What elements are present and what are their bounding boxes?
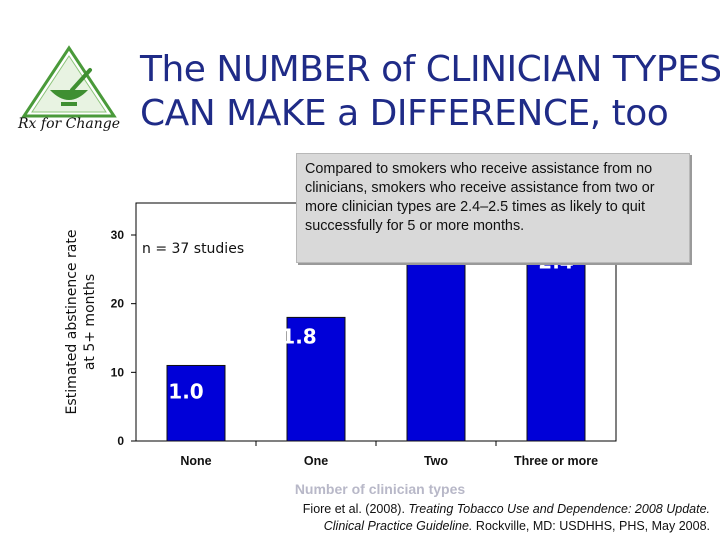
mortar-pestle-icon — [50, 90, 88, 100]
citation-line-1: Fiore et al. (2008). Treating Tobacco Us… — [303, 501, 710, 518]
citation: Fiore et al. (2008). Treating Tobacco Us… — [303, 501, 710, 535]
y-axis-label-line-2: at 5+ months — [82, 274, 98, 370]
citation-authors: Fiore et al. (2008). — [302, 502, 409, 516]
x-tick-label: Two — [424, 454, 448, 468]
bar-three-or-more — [526, 244, 586, 442]
logo-triangle-inner — [31, 55, 107, 113]
bar-value-label: 1.0 — [168, 379, 203, 403]
y-tick-label: 0 — [117, 434, 124, 448]
slide-title: The NUMBER of CLINICIAN TYPES CAN MAKE a… — [140, 48, 720, 136]
callout-box: Compared to smokers who receive assistan… — [296, 153, 690, 263]
logo-caption: Rx for Change — [17, 116, 120, 132]
pestle-icon — [70, 68, 92, 92]
y-axis: 0 10 20 30 — [111, 228, 136, 448]
bar-none — [166, 364, 226, 442]
x-tick-label: One — [304, 454, 328, 468]
y-axis-label-line-1: Estimated abstinence rate — [64, 230, 80, 415]
x-tick-label: None — [180, 454, 211, 468]
slide-title-line-1: The NUMBER of CLINICIAN TYPES — [140, 49, 720, 90]
citation-title: Treating Tobacco Use and Dependence: 200… — [408, 502, 710, 516]
bars: 1.01.82.52.4 — [166, 231, 586, 442]
bar-value-label: 1.8 — [281, 324, 316, 348]
y-tick-label: 10 — [111, 365, 125, 379]
rx-for-change-logo: Rx for Change — [17, 45, 120, 132]
sample-size-annotation: n = 37 studies — [142, 241, 244, 257]
bar-one — [286, 316, 346, 442]
slide-title-line-2: CAN MAKE a DIFFERENCE, too — [140, 93, 669, 134]
citation-guideline: Clinical Practice Guideline. — [323, 519, 473, 533]
y-tick-label: 20 — [111, 297, 125, 311]
y-tick-label: 30 — [111, 228, 125, 242]
callout-text: Compared to smokers who receive assistan… — [305, 161, 655, 234]
x-tick-labels: None One Two Three or more — [180, 441, 598, 468]
x-tick-label: Three or more — [514, 454, 598, 468]
bar-two — [406, 237, 466, 442]
citation-line-2: Clinical Practice Guideline. Rockville, … — [303, 518, 710, 535]
x-axis-label: Number of clinician types — [295, 481, 466, 497]
citation-publisher: Rockville, MD: USDHHS, PHS, May 2008. — [472, 519, 710, 533]
